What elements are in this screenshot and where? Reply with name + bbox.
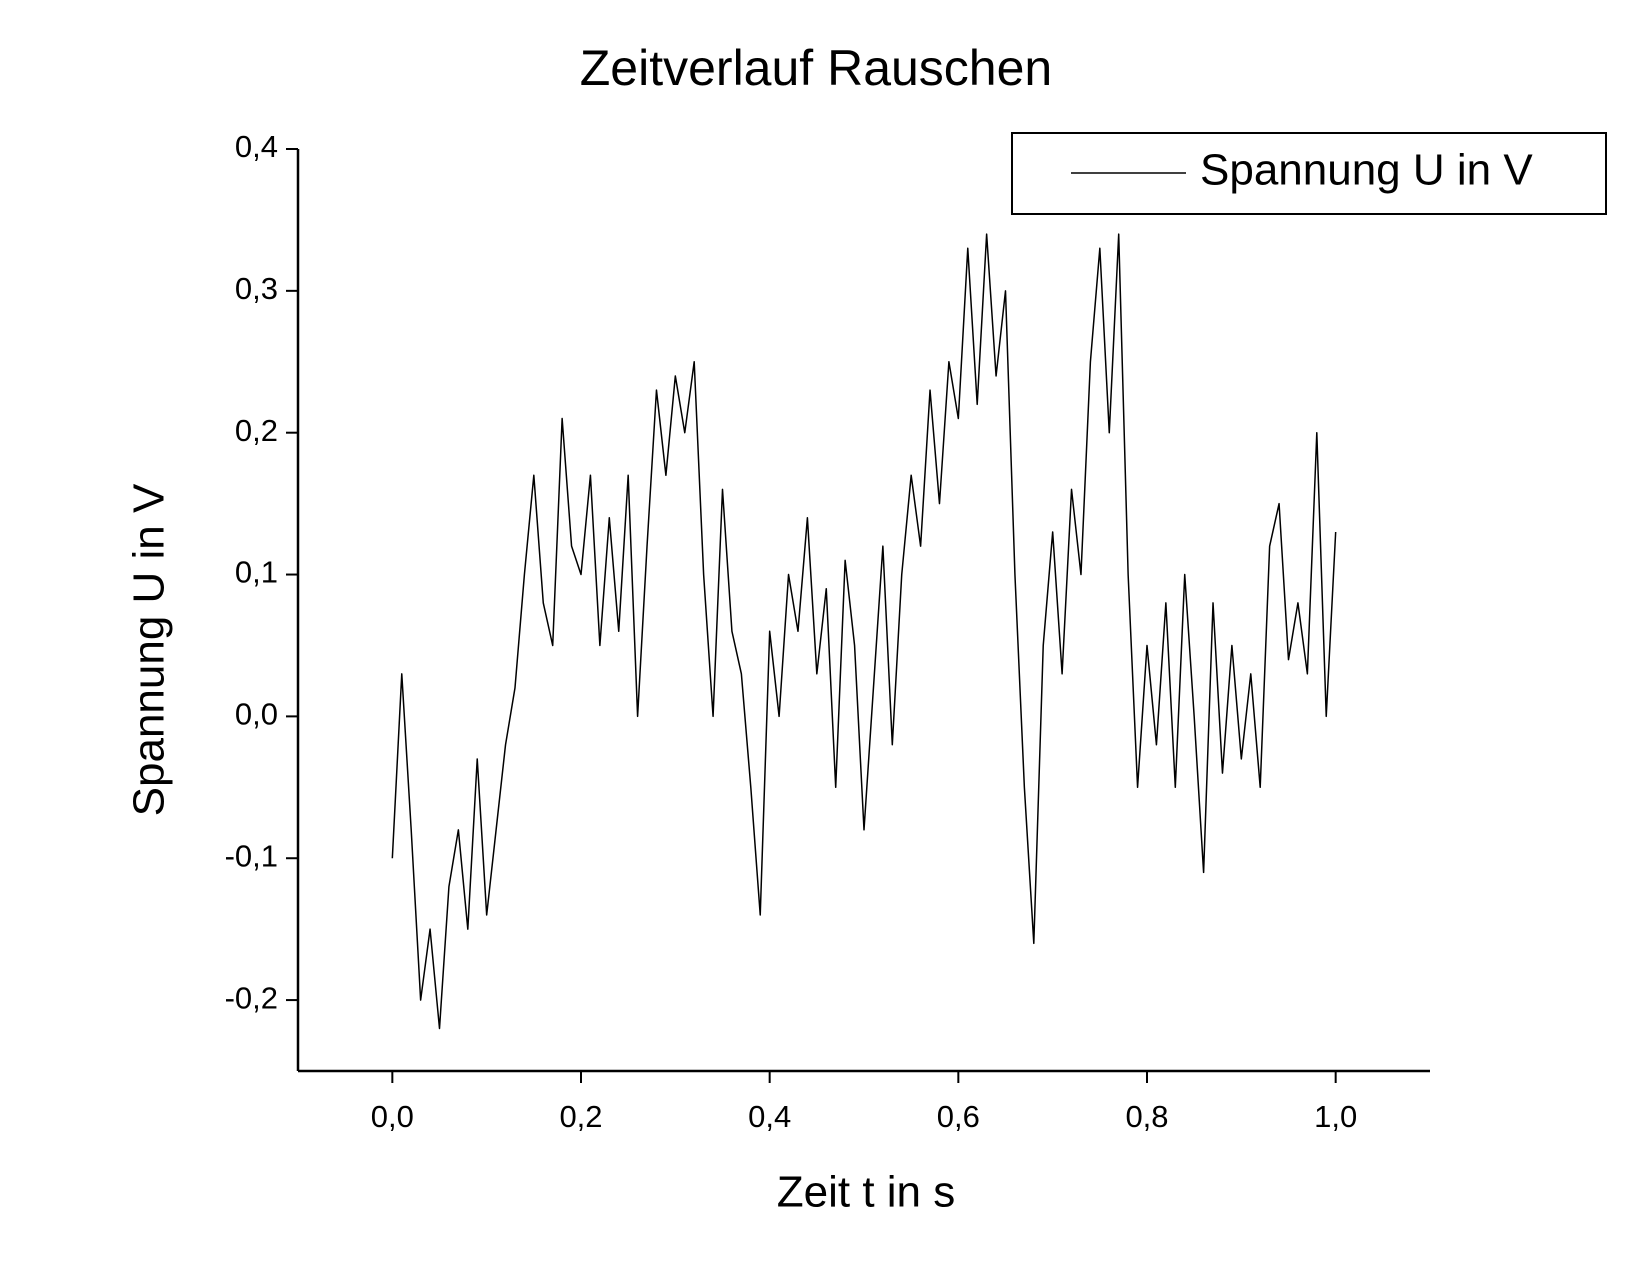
y-tick-label: -0,2	[225, 980, 278, 1015]
x-tick-label: 0,2	[559, 1099, 602, 1134]
x-tick-label: 0,0	[371, 1099, 414, 1134]
y-tick-label: 0,2	[235, 413, 278, 448]
x-tick-label: 0,8	[1125, 1099, 1168, 1134]
y-tick-label: 0,4	[235, 129, 278, 164]
y-tick-label: 0,3	[235, 271, 278, 306]
y-tick-label: 0,0	[235, 697, 278, 732]
x-tick-label: 1,0	[1314, 1099, 1357, 1134]
x-axis-label: Zeit t in s	[777, 1168, 956, 1217]
x-tick-label: 0,4	[748, 1099, 791, 1134]
legend-label: Spannung U in V	[1200, 146, 1533, 195]
y-tick-label: 0,1	[235, 555, 278, 590]
x-tick-label: 0,6	[937, 1099, 980, 1134]
data-line	[391, 233, 1337, 1030]
chart-title: Zeitverlauf Rauschen	[580, 40, 1052, 96]
y-axis-label: Spannung U in V	[125, 483, 174, 816]
y-tick-label: -0,1	[225, 838, 278, 873]
